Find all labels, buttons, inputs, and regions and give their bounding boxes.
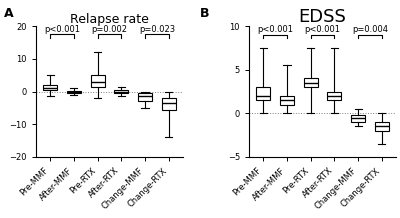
PathPatch shape — [327, 92, 342, 100]
Text: p<0.001: p<0.001 — [257, 25, 293, 34]
Text: A: A — [4, 7, 14, 20]
PathPatch shape — [114, 90, 128, 92]
Text: p<0.001: p<0.001 — [44, 25, 80, 34]
Title: Relapse rate: Relapse rate — [70, 13, 149, 26]
Text: p<0.001: p<0.001 — [304, 25, 340, 34]
PathPatch shape — [162, 98, 176, 109]
Text: B: B — [200, 7, 210, 20]
PathPatch shape — [256, 87, 270, 100]
PathPatch shape — [280, 96, 294, 105]
PathPatch shape — [67, 91, 81, 92]
PathPatch shape — [138, 93, 152, 101]
Text: p=0.002: p=0.002 — [92, 25, 128, 34]
PathPatch shape — [90, 75, 105, 87]
PathPatch shape — [43, 85, 57, 90]
Text: p=0.004: p=0.004 — [352, 25, 388, 34]
Title: EDSS: EDSS — [298, 8, 346, 26]
Text: p=0.023: p=0.023 — [139, 25, 175, 34]
PathPatch shape — [351, 115, 365, 122]
PathPatch shape — [304, 78, 318, 87]
PathPatch shape — [375, 122, 389, 131]
